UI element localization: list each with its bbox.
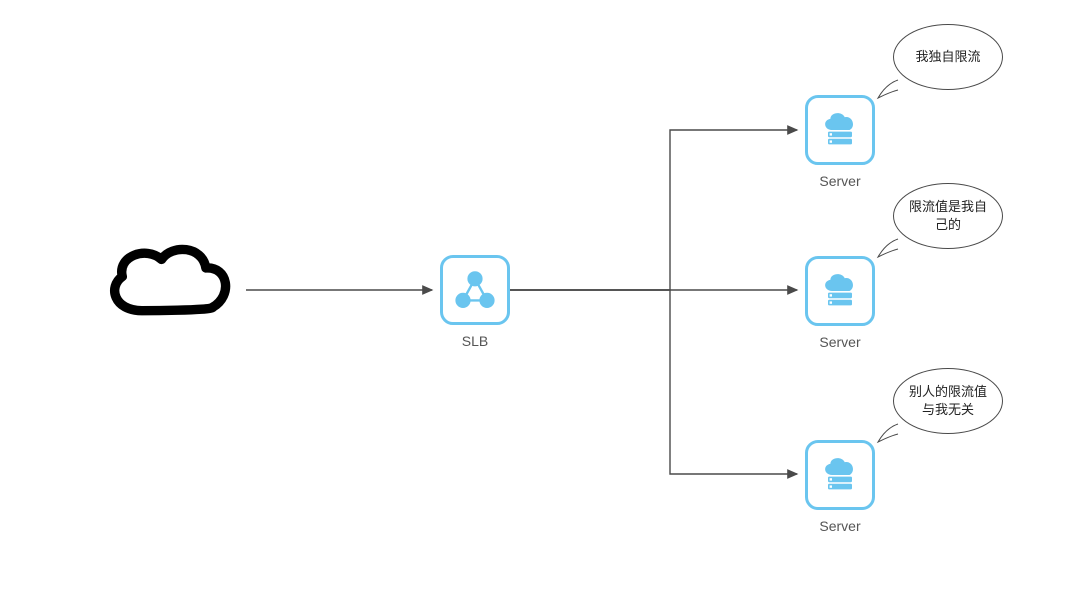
speech-tail-1	[876, 78, 900, 100]
server-1-label: Server	[780, 173, 900, 189]
speech-bubble-2: 限流值是我自己的	[893, 183, 1003, 249]
cloud-server-icon	[816, 106, 864, 154]
speech-tail-2	[876, 237, 900, 259]
cloud-server-icon	[816, 451, 864, 499]
slb-node	[440, 255, 510, 325]
load-balancer-icon	[451, 266, 499, 314]
speech-bubble-1: 我独自限流	[893, 24, 1003, 90]
server-node-1	[805, 95, 875, 165]
server-node-3	[805, 440, 875, 510]
speech-bubble-3: 别人的限流值与我无关	[893, 368, 1003, 434]
speech-tail-3	[876, 422, 900, 444]
server-3-label: Server	[780, 518, 900, 534]
slb-label: SLB	[415, 333, 535, 349]
cloud-icon	[95, 235, 240, 330]
bubble-3-text: 别人的限流值与我无关	[904, 383, 992, 418]
bubble-1-text: 我独自限流	[915, 48, 980, 66]
cloud-server-icon	[816, 267, 864, 315]
server-2-label: Server	[780, 334, 900, 350]
server-node-2	[805, 256, 875, 326]
bubble-2-text: 限流值是我自己的	[904, 198, 992, 233]
cloud-node	[95, 235, 240, 330]
